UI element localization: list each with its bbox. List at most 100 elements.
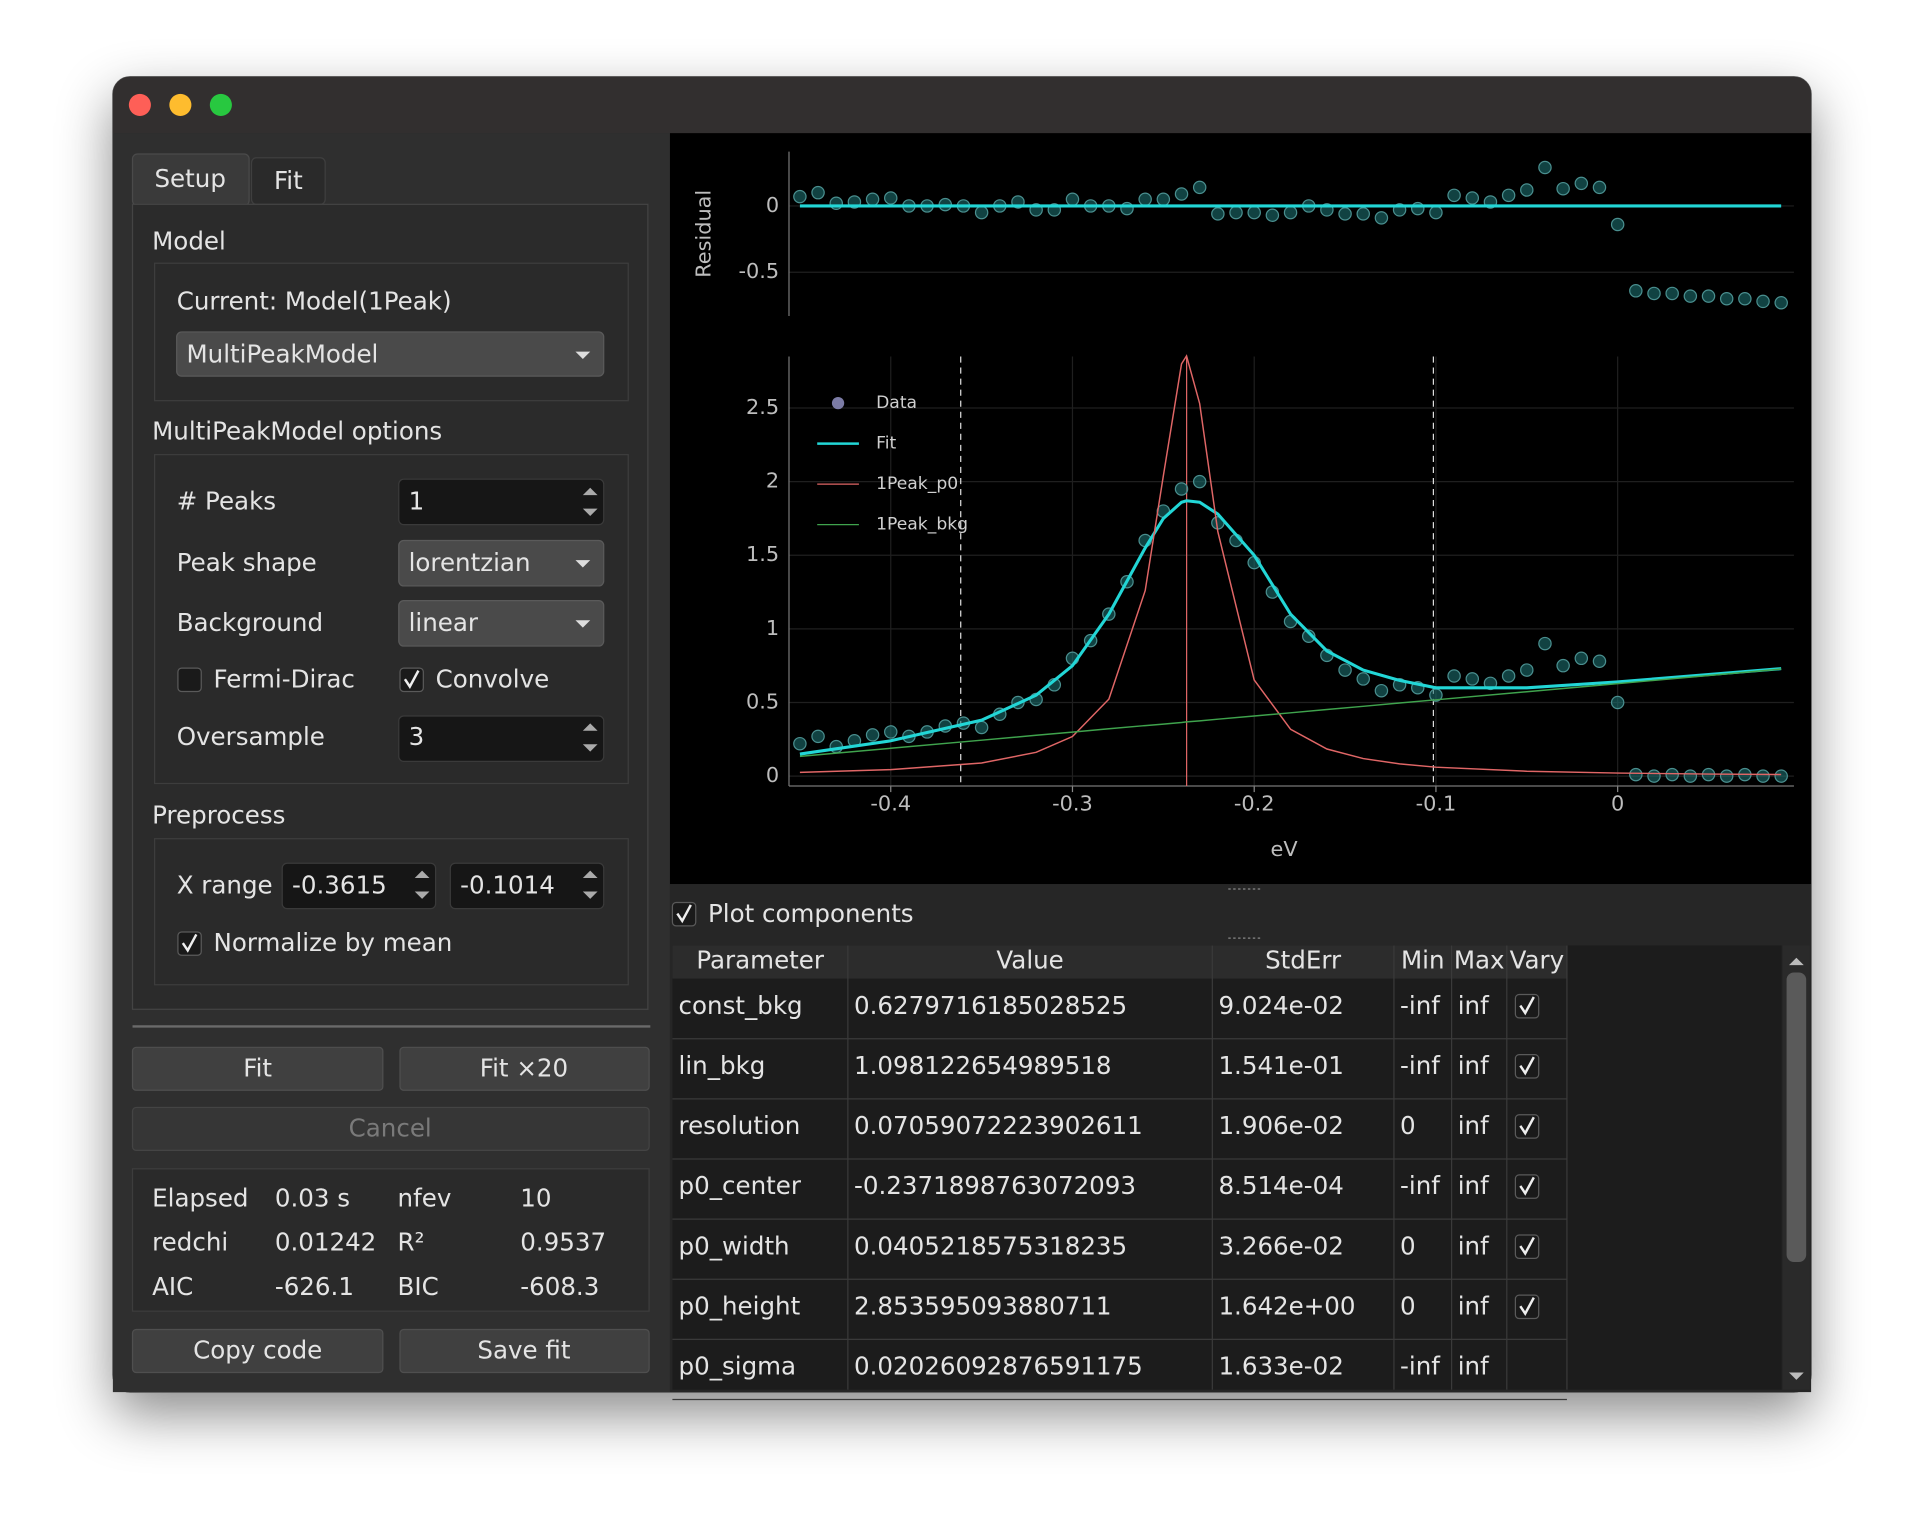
close-button[interactable] xyxy=(128,93,151,116)
data-point xyxy=(1447,188,1461,203)
data-point xyxy=(1774,295,1788,310)
spin-text: -0.3615 xyxy=(292,871,387,900)
data-point xyxy=(1738,292,1752,306)
column-header: Min xyxy=(1401,945,1445,974)
label: Peak shape xyxy=(177,548,317,577)
checkbox[interactable] xyxy=(671,901,697,927)
data-point xyxy=(1265,208,1280,222)
spin-arrows[interactable] xyxy=(582,487,598,517)
data-point xyxy=(1338,663,1352,677)
spin-arrows[interactable] xyxy=(414,870,430,899)
table-cell: -inf xyxy=(1400,991,1441,1020)
spin-box[interactable] xyxy=(398,478,605,526)
data-point xyxy=(1719,769,1734,783)
scrollbar-thumb[interactable] xyxy=(1786,972,1807,1263)
table-cell: const_bkg xyxy=(679,991,803,1020)
button[interactable] xyxy=(131,1328,384,1374)
button[interactable] xyxy=(399,1328,650,1374)
combo-box[interactable] xyxy=(398,600,605,647)
table-cell: -inf xyxy=(1400,1352,1441,1381)
group-heading: MultiPeakModel options xyxy=(152,417,442,446)
button-label: Fit ×20 xyxy=(480,1053,568,1082)
data-point xyxy=(793,736,807,751)
data-point xyxy=(1610,217,1625,232)
spin-box[interactable] xyxy=(398,715,605,763)
checkbox[interactable] xyxy=(1514,1114,1540,1139)
spin-text: 1 xyxy=(409,487,425,516)
data-point xyxy=(1374,211,1389,225)
data-point xyxy=(1211,207,1225,221)
stat-text: 0.9537 xyxy=(520,1228,606,1257)
y-tick-label: -0.5 xyxy=(738,259,779,283)
y-tick-label: 1 xyxy=(766,616,779,640)
combo-box[interactable] xyxy=(176,331,605,377)
data-point xyxy=(1756,769,1770,783)
button[interactable] xyxy=(399,1046,650,1091)
data-point xyxy=(1592,180,1607,195)
label: Oversample xyxy=(177,722,325,751)
label: Current: Model(1Peak) xyxy=(177,286,452,315)
data-point xyxy=(1647,286,1661,301)
table-cell: -0.2371898763072093 xyxy=(854,1171,1136,1200)
checkmark xyxy=(1519,1297,1535,1316)
plot-area xyxy=(669,133,1812,885)
spin-arrows[interactable] xyxy=(582,870,598,899)
minimize-button[interactable] xyxy=(169,93,192,116)
stat-text: 0.01242 xyxy=(275,1228,376,1257)
checkmark xyxy=(1519,1176,1535,1196)
group-heading: Model xyxy=(152,226,226,255)
data-point xyxy=(793,189,807,204)
legend-marker xyxy=(831,396,845,410)
combo-box[interactable] xyxy=(398,539,605,587)
group-heading: Preprocess xyxy=(152,801,285,830)
table-cell: 9.024e-02 xyxy=(1218,991,1343,1020)
y-tick-label: 0.5 xyxy=(746,689,779,713)
checkbox[interactable] xyxy=(1514,1294,1540,1320)
checkmark xyxy=(676,904,692,924)
table-cell: 8.514e-04 xyxy=(1218,1171,1343,1200)
stat-text: nfev xyxy=(398,1183,452,1212)
x-tick-label: -0.1 xyxy=(1416,791,1457,815)
checkbox[interactable] xyxy=(1514,1054,1540,1079)
checkboxes xyxy=(177,667,697,956)
table-cell: 1.633e-02 xyxy=(1218,1352,1343,1381)
data-point xyxy=(1120,201,1134,216)
checkbox[interactable] xyxy=(177,667,202,693)
stat-text: BIC xyxy=(398,1272,439,1301)
legend-label: 1Peak_bkg xyxy=(876,515,968,535)
data-point xyxy=(1610,695,1625,710)
data-point xyxy=(1501,669,1516,683)
data-point xyxy=(1556,658,1570,673)
data-point xyxy=(1429,205,1443,220)
data-point xyxy=(865,728,880,742)
y-tick-label: 1.5 xyxy=(746,542,779,566)
stats-box xyxy=(131,1168,650,1312)
checkbox[interactable] xyxy=(1514,1174,1540,1199)
data-point xyxy=(1701,289,1716,303)
stat-text: 0.03 s xyxy=(275,1183,350,1212)
spin-arrows[interactable] xyxy=(582,723,598,752)
data-point xyxy=(1229,205,1243,220)
checkmark xyxy=(403,670,420,689)
checkbox[interactable] xyxy=(1514,1234,1540,1259)
spin-box[interactable] xyxy=(281,862,437,910)
button[interactable] xyxy=(131,1046,384,1091)
checkbox[interactable] xyxy=(399,667,424,693)
table-cell: 0.0405218575318235 xyxy=(854,1231,1127,1260)
data-point xyxy=(1647,769,1661,783)
checkbox[interactable] xyxy=(1514,993,1540,1019)
table xyxy=(672,945,1782,1390)
combo-text: MultiPeakModel xyxy=(187,339,379,368)
data-point xyxy=(1411,201,1425,216)
spin-box[interactable] xyxy=(449,862,605,910)
plots: 0 -0.5 Residual 0 0.5 1 1.5 2 2.5 -0.4 -0.3 -0.2 -0.… xyxy=(691,151,1794,861)
label: # Peaks xyxy=(177,487,276,516)
zoom-button[interactable] xyxy=(209,93,232,116)
table-cell: p0_width xyxy=(679,1231,790,1260)
checkmark xyxy=(1519,1236,1535,1256)
checkbox[interactable] xyxy=(177,931,202,956)
legend-label: 1Peak_p0 xyxy=(876,474,958,494)
curve xyxy=(799,668,1782,758)
stat-text: R² xyxy=(398,1228,425,1257)
checkbox-label: Plot components xyxy=(708,899,914,928)
